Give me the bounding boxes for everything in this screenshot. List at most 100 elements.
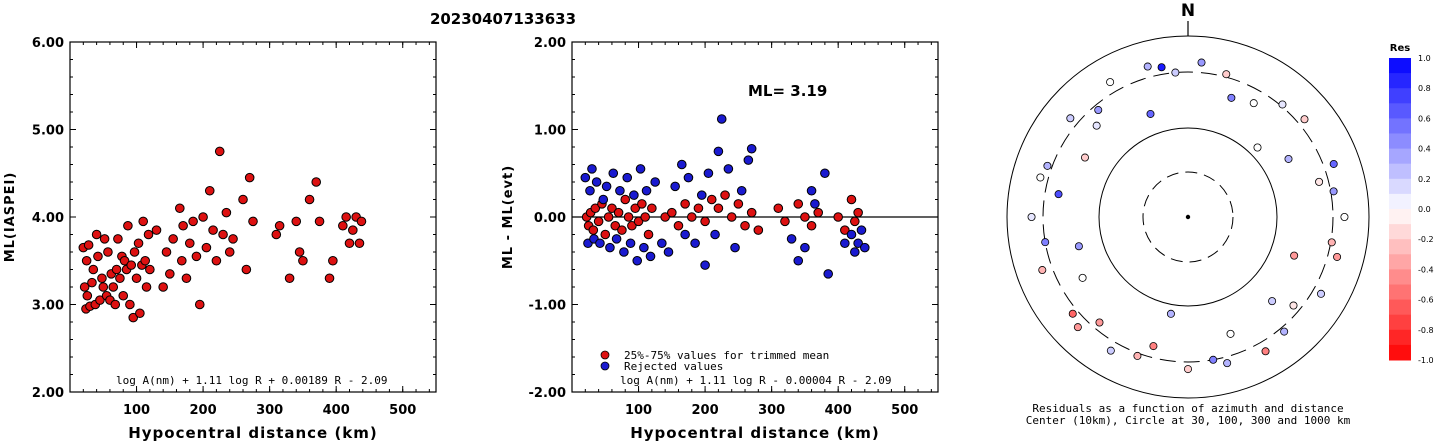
accepted-point: [673, 220, 684, 231]
data-point: [348, 225, 358, 235]
station-marker: [1284, 154, 1293, 163]
data-point: [204, 185, 215, 196]
rejected-point: [595, 238, 605, 249]
colorbar-cell: [1389, 193, 1411, 210]
data-point: [81, 255, 92, 266]
rejected-point: [605, 242, 615, 253]
x-tick-label: 100: [625, 403, 652, 418]
data-point: [87, 277, 97, 288]
legend-marker-accepted: [600, 350, 610, 360]
colorbar-cells: [1389, 58, 1411, 361]
data-point: [304, 194, 315, 205]
data-point: [218, 229, 228, 240]
data-point: [128, 312, 139, 323]
accepted-point: [617, 225, 627, 235]
station-marker: [1054, 190, 1063, 199]
data-point: [228, 234, 238, 244]
data-point: [99, 234, 110, 244]
accepted-point: [660, 212, 670, 222]
y-axis-label-middle: ML - ML(evt): [501, 165, 516, 269]
rejected-point: [700, 260, 710, 270]
accepted-point: [806, 220, 817, 231]
rejected-point: [587, 164, 597, 174]
accepted-point: [840, 225, 850, 235]
data-point: [175, 203, 185, 214]
data-point: [97, 273, 107, 284]
y-tick-label: 4.00: [32, 211, 64, 226]
data-point: [133, 238, 144, 249]
tick-group-middle: -2.00 -1.00 0.00 1.00 2.00 100 200 300 400 500: [529, 36, 938, 418]
colorbar-cell: [1389, 224, 1411, 240]
y-tick-label: 3.00: [32, 299, 64, 314]
data-point: [354, 238, 365, 249]
accepted-point: [853, 207, 863, 218]
rejected-point: [608, 168, 619, 179]
station-marker: [1073, 323, 1082, 332]
azimuth-residual-panel: N Residuals as a function of azimuth and…: [1006, 1, 1370, 427]
station-marker: [1340, 212, 1349, 221]
data-point: [271, 229, 282, 240]
colorbar-cell: [1389, 133, 1411, 150]
accepted-point: [633, 216, 644, 227]
data-point: [284, 273, 295, 284]
data-point: [194, 299, 205, 310]
data-point: [88, 264, 99, 275]
accepted-point: [686, 212, 697, 222]
rejected-point: [657, 238, 667, 249]
data-point: [113, 234, 123, 244]
accepted-point: [640, 212, 651, 222]
rejected-point: [635, 164, 646, 174]
rejected-point: [645, 251, 656, 262]
colorbar-cell: [1389, 254, 1411, 270]
station-marker: [1094, 106, 1103, 115]
rejected-point: [703, 168, 714, 179]
station-marker: [1106, 346, 1115, 355]
rejected-point: [622, 172, 633, 183]
station-marker: [1317, 289, 1326, 298]
data-point: [145, 264, 155, 275]
accepted-point: [713, 203, 724, 214]
colorbar-tick-label: 1.0: [1418, 54, 1431, 63]
x-tick-label: 300: [256, 403, 283, 418]
accepted-point: [627, 220, 637, 231]
data-point: [138, 216, 148, 227]
y-tick-label: -2.00: [529, 386, 566, 401]
data-point: [135, 308, 145, 319]
rejected-point: [850, 247, 860, 257]
rejected-point: [591, 177, 602, 187]
accepted-point: [620, 194, 631, 205]
figure-title: 20230407133633: [430, 10, 576, 28]
station-marker: [1146, 109, 1155, 118]
x-tick-label: 500: [389, 403, 416, 418]
data-point: [161, 247, 172, 257]
data-point: [141, 282, 152, 292]
formula-left: log A(nm) + 1.11 log R + 0.00189 R - 2.0…: [116, 374, 388, 387]
rejected-point: [670, 181, 680, 192]
colorbar-tick-label: -0.4: [1418, 265, 1434, 274]
data-point: [123, 220, 133, 231]
data-point: [168, 234, 178, 244]
data-point: [158, 282, 168, 292]
data-point: [244, 172, 255, 183]
station-marker: [1043, 161, 1052, 170]
colorbar-cell: [1389, 209, 1411, 225]
tick-group-left: 2.00 3.00 4.00 5.00 6.00 100 200 300 400 500: [32, 36, 436, 418]
station-marker: [1197, 58, 1206, 67]
station-marker: [1171, 68, 1180, 77]
legend-marker-rejected: [600, 361, 610, 371]
data-point: [98, 282, 109, 292]
colorbar-cell: [1389, 163, 1411, 180]
rejected-point: [846, 229, 857, 240]
colorbar-tick-label: -0.6: [1418, 296, 1434, 305]
station-marker: [1315, 177, 1324, 186]
x-tick-label: 400: [825, 403, 852, 418]
colorbar-cell: [1389, 88, 1411, 104]
accepted-point: [833, 212, 843, 222]
y-tick-label: 6.00: [32, 36, 64, 51]
rejected-point: [615, 185, 625, 196]
colorbar-tick-label: -1.0: [1418, 356, 1434, 365]
colorbar-cell: [1389, 239, 1411, 255]
rejected-point: [683, 172, 694, 183]
colorbar-tick-label: 0.2: [1418, 175, 1431, 184]
rejected-point: [632, 255, 643, 266]
